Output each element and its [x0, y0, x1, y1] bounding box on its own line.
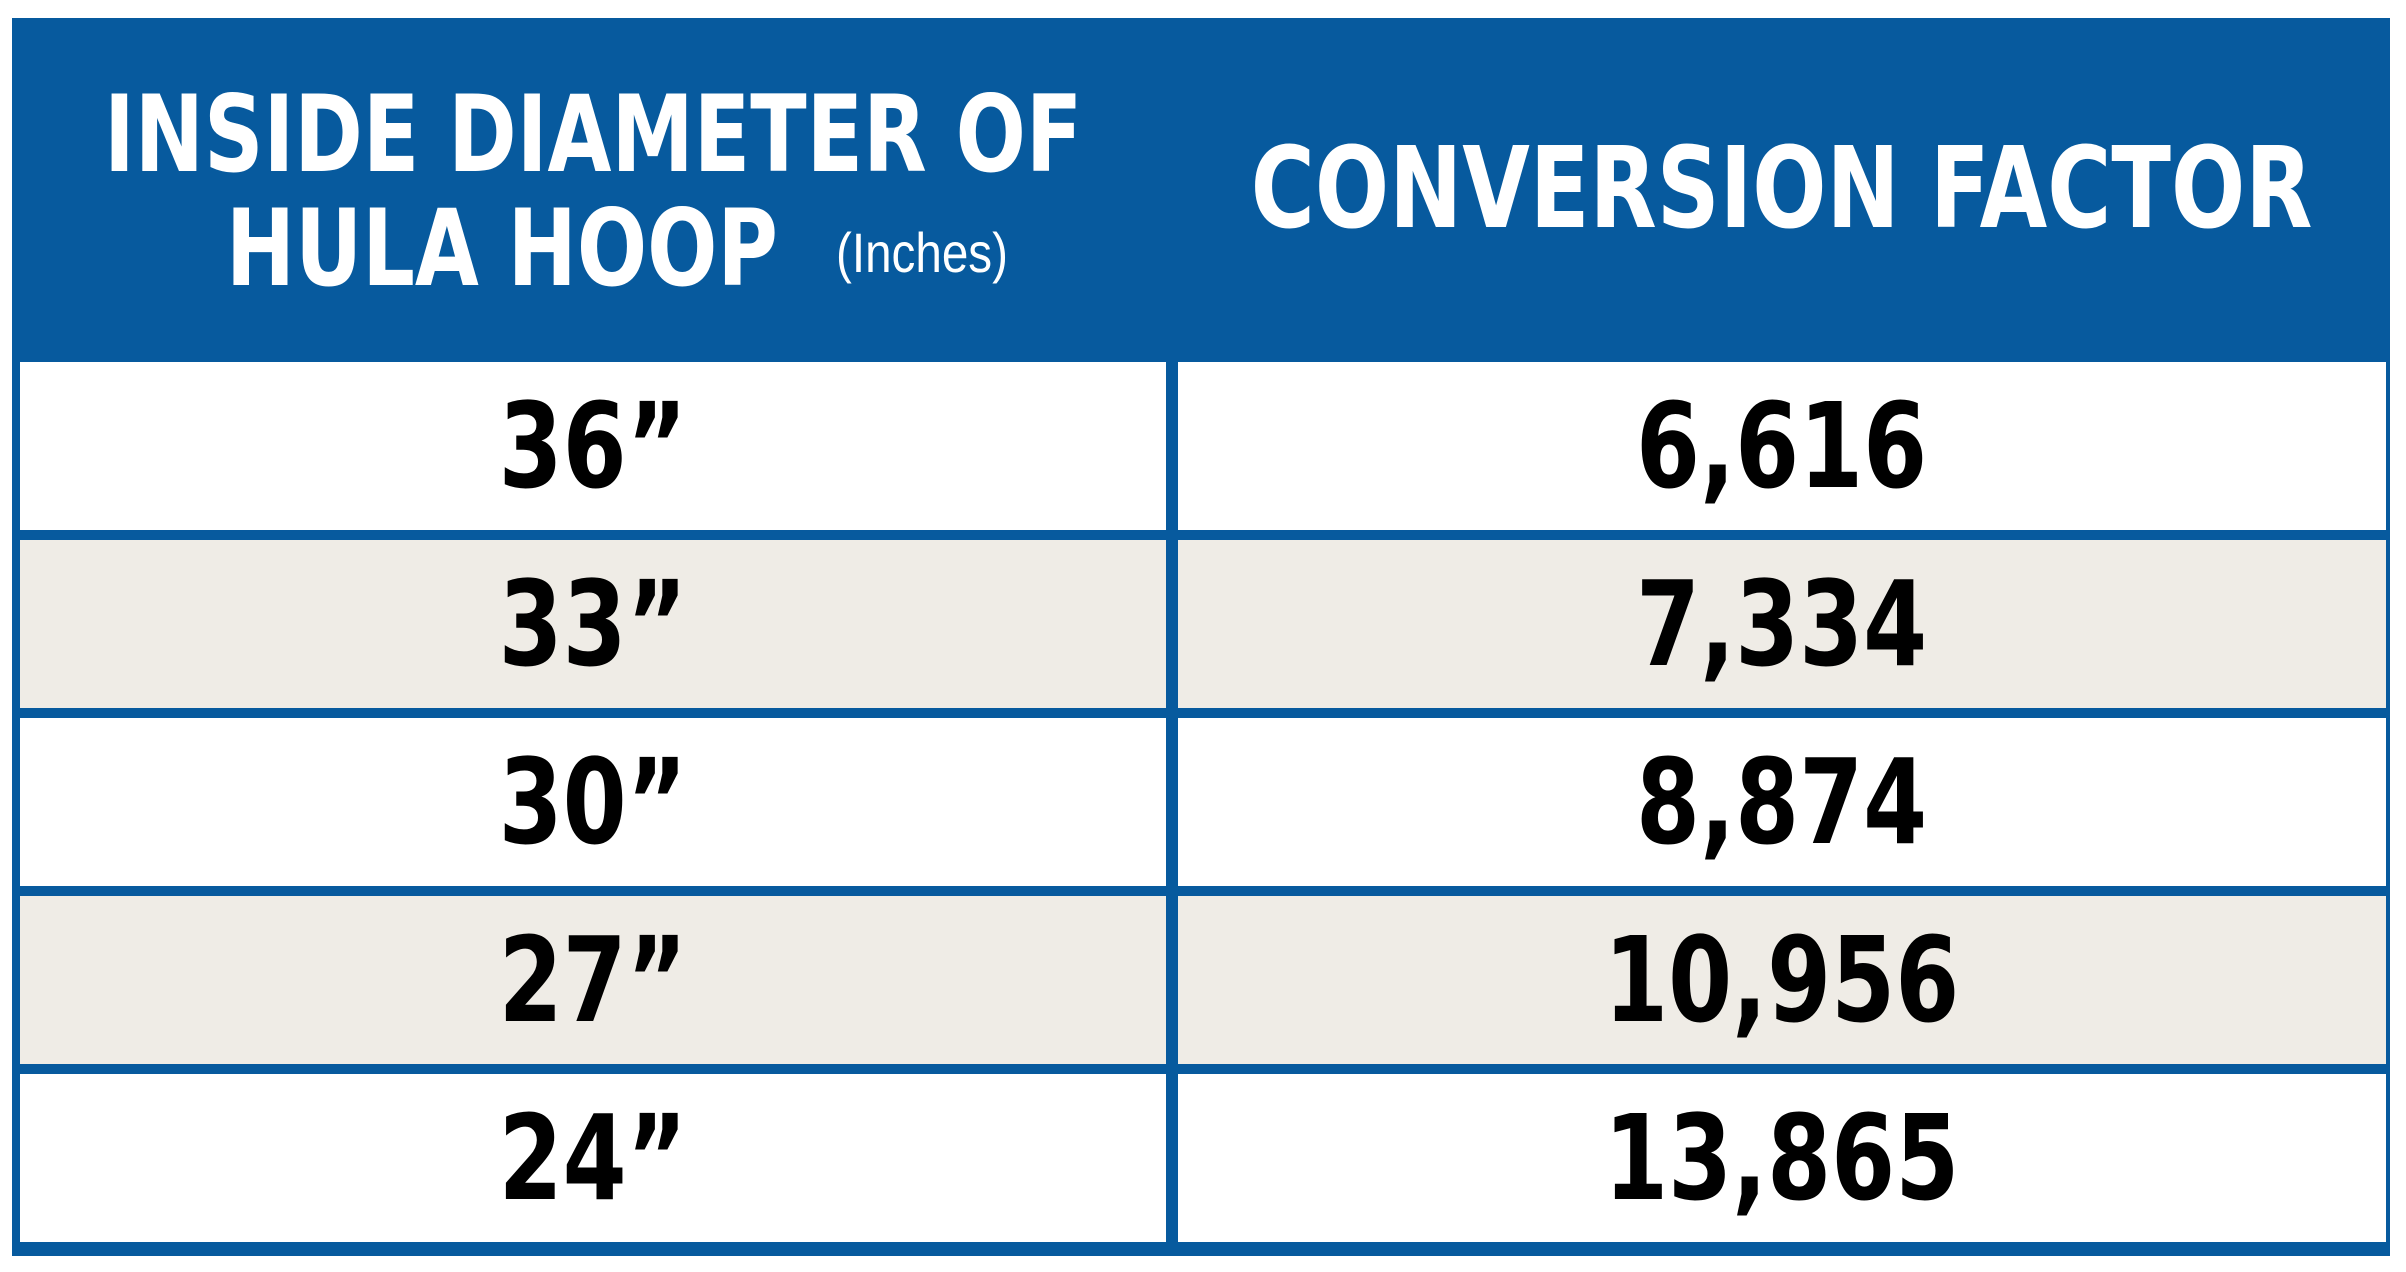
table-cell-factor: 6,616	[1178, 362, 2386, 530]
table-cell-factor: 13,865	[1178, 1074, 2386, 1242]
table-cell-diameter: 24”	[20, 1074, 1166, 1242]
table-cell-factor: 8,874	[1178, 718, 2386, 886]
table-cell-diameter: 36”	[20, 362, 1166, 530]
table-cell-factor: 10,956	[1178, 896, 2386, 1064]
table-cell-diameter: 30”	[20, 718, 1166, 886]
header-factor: CONVERSION FACTOR	[1178, 26, 2386, 352]
header-diameter-line1: INSIDE DIAMETER OF	[103, 73, 1083, 196]
header-diameter-line2: HULA HOOP	[225, 187, 778, 310]
header-diameter: INSIDE DIAMETER OF HULA HOOP (Inches)	[20, 26, 1166, 352]
header-diameter-unit: (Inches)	[835, 221, 1008, 284]
table-cell-diameter: 33”	[20, 540, 1166, 708]
table-cell-factor: 7,334	[1178, 540, 2386, 708]
header-diameter-line2-wrap: HULA HOOP (Inches)	[148, 192, 1038, 306]
table-cell-diameter: 27”	[20, 896, 1166, 1064]
conversion-table: INSIDE DIAMETER OF HULA HOOP (Inches) CO…	[12, 18, 2390, 1256]
header-factor-label: CONVERSION FACTOR	[1251, 124, 2313, 254]
